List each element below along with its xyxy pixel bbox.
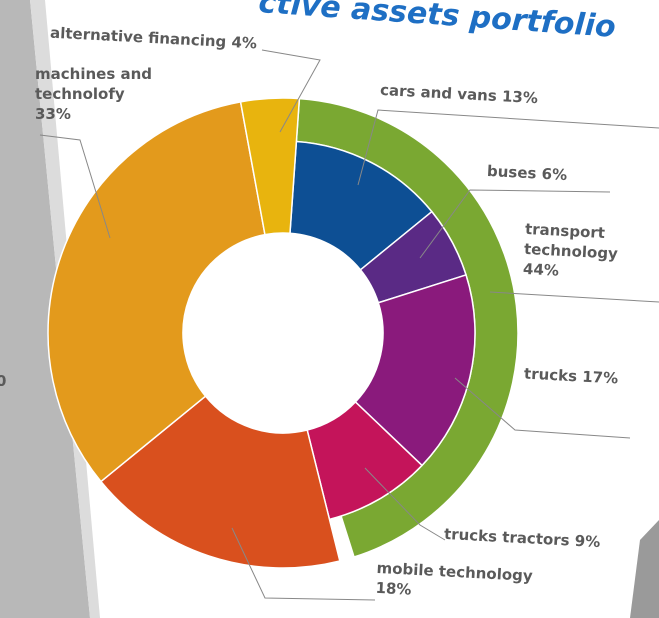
chart-title: ctive assets portfolio	[257, 0, 616, 45]
label-value: 6%	[541, 164, 568, 185]
slices	[47, 97, 519, 569]
label: buses 6%	[487, 161, 568, 185]
slice	[99, 395, 341, 569]
page-shadow	[0, 0, 90, 618]
label-value: 9%	[574, 531, 601, 552]
slice	[47, 100, 266, 483]
label-name: transport technology	[523, 219, 619, 263]
leader-lines	[39, 49, 659, 601]
label-value: 17%	[581, 367, 619, 388]
slice	[354, 274, 476, 467]
label-value: 33%	[35, 105, 71, 123]
label: transport technology 44%	[523, 219, 646, 285]
label-name: buses	[486, 161, 537, 183]
fragment: 0	[0, 372, 6, 390]
label-name: machines and technolofy	[35, 65, 153, 103]
label: mobile technology 18%	[375, 558, 537, 606]
label-value: 44%	[522, 259, 560, 280]
slice	[239, 97, 301, 236]
label: machines and technolofy 33%	[35, 64, 185, 124]
label-value: 4%	[231, 33, 258, 53]
label-value: 13%	[501, 87, 539, 108]
label-value: 18%	[375, 578, 412, 599]
label-name: trucks	[523, 364, 578, 386]
page-shadow-right	[630, 520, 659, 618]
